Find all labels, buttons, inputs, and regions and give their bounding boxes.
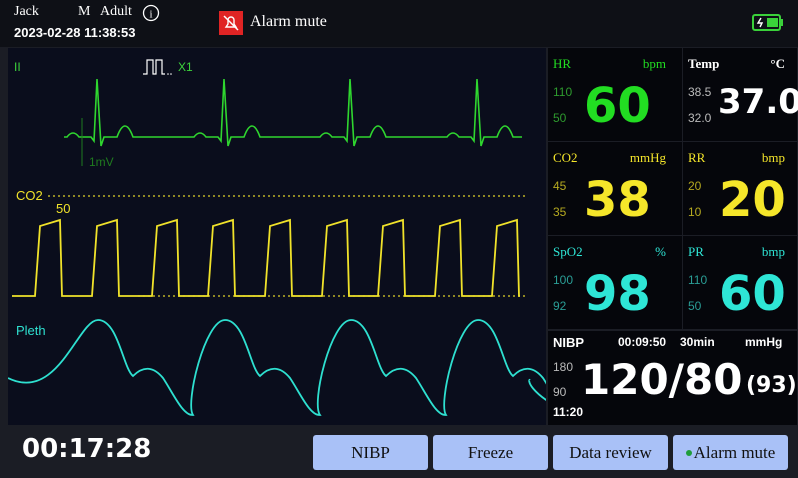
nibp-unit: mmHg [745, 335, 783, 349]
nibp-mean: (93) [746, 373, 797, 398]
freeze-button[interactable]: Freeze [433, 435, 548, 470]
hr-tile: HR bpm 110 50 60 [548, 48, 682, 141]
co2-value: 38 [584, 172, 651, 228]
nibp-interval: 30min [680, 335, 715, 349]
co2-scale: 50 [56, 201, 71, 216]
pleth-wave [8, 319, 546, 416]
hr-unit: bpm [642, 56, 666, 71]
spo2-low: 92 [553, 299, 567, 313]
pr-high: 110 [688, 273, 708, 287]
pleth-label: Pleth [16, 323, 46, 338]
data-review-button[interactable]: Data review [553, 435, 668, 470]
nibp-value: 120/80 [581, 355, 743, 404]
ecg-gain: X1 [178, 60, 193, 74]
ecg-scale: 1mV [89, 155, 114, 169]
rr-value: 20 [719, 172, 786, 228]
co2-high: 45 [553, 179, 567, 193]
co2-wave-label: CO2 [16, 188, 43, 203]
alarm-mute-icon [219, 11, 243, 35]
co2-label: CO2 [553, 150, 578, 165]
ecg-lead: II [14, 60, 21, 74]
pr-tile: PR bmp 110 50 60 [683, 236, 797, 329]
temp-high: 38.5 [688, 85, 712, 99]
nibp-button[interactable]: NIBP [313, 435, 428, 470]
nibp-low: 90 [553, 385, 567, 399]
waveform-area [8, 48, 546, 425]
hr-high: 110 [553, 85, 573, 99]
ecg-wave [64, 78, 522, 147]
temp-low: 32.0 [688, 111, 712, 125]
spo2-tile: SpO2% 100 92 98 [548, 236, 682, 329]
pace-icon [143, 59, 172, 75]
hr-label: HR [553, 56, 572, 71]
alarm-mute-button[interactable]: Alarm mute [673, 435, 788, 470]
status-dot [685, 449, 692, 456]
spo2-unit: % [655, 244, 666, 259]
temp-label: Temp [688, 56, 720, 71]
hr-value: 60 [584, 78, 651, 134]
pr-value: 60 [719, 266, 786, 322]
patient-name: Jack [14, 4, 39, 19]
nibp-label: NIBP [553, 335, 585, 350]
nibp-time: 11:20 [553, 405, 584, 419]
pr-low: 50 [688, 299, 702, 313]
spo2-high: 100 [553, 273, 574, 287]
nibp-elapsed: 00:09:50 [618, 335, 667, 349]
alarm-status: Alarm mute [250, 13, 327, 30]
svg-text:i: i [149, 9, 152, 21]
battery-icon [752, 14, 783, 31]
temp-unit: °C [770, 56, 785, 71]
temp-value: 37.0 [718, 82, 798, 122]
pr-unit: bmp [761, 244, 785, 259]
co2-unit: mmHg [629, 150, 666, 165]
rr-label: RR [688, 150, 706, 165]
nibp-high: 180 [553, 360, 574, 374]
spo2-value: 98 [584, 266, 651, 322]
datetime: 2023-02-28 11:38:53 [14, 25, 136, 40]
nibp-tile: NIBP 00:09:50 30min mmHg 180 90 11:20 12… [548, 331, 797, 425]
top-bar [0, 0, 798, 47]
timer: 00:17:28 [22, 434, 152, 464]
spo2-label: SpO2 [553, 244, 583, 259]
pr-label: PR [688, 244, 704, 259]
co2-tile: CO2 mmHg 45 35 38 [548, 142, 682, 235]
alarm-mute-button-label: Alarm mute [693, 442, 776, 462]
patient-type: Adult [100, 4, 132, 19]
info-icon[interactable]: i [142, 4, 160, 22]
co2-low: 35 [553, 205, 567, 219]
co2-wave [12, 218, 520, 297]
rr-tile: RR bmp 20 10 20 [683, 142, 797, 235]
rr-low: 10 [688, 205, 702, 219]
rr-high: 20 [688, 179, 702, 193]
hr-low: 50 [553, 111, 567, 125]
temp-tile: Temp °C 38.5 32.0 37.0 [683, 48, 798, 141]
rr-unit: bmp [761, 150, 785, 165]
patient-sex: M [78, 4, 91, 19]
